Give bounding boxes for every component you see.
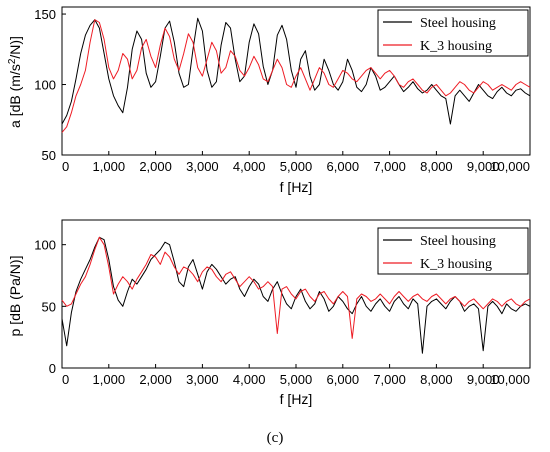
acceleration-legend-steel-label: Steel housing	[420, 16, 496, 31]
pressure-x-tick-label: 9,000	[467, 372, 500, 387]
acceleration-x-axis-label: f [Hz]	[280, 179, 313, 195]
acceleration-legend-k3-label: K_3 housing	[420, 39, 492, 54]
pressure-x-tick-label: 5,000	[280, 372, 313, 387]
acceleration-x-tick-label: 5,000	[280, 159, 313, 174]
acceleration-x-tick-label: 9,000	[467, 159, 500, 174]
acceleration-series-k3-line	[61, 19, 531, 133]
pressure-ticks-group: 0 1,000 2,000 3,000 4,000 5,000 6,000 7,000 8,00…	[34, 238, 531, 387]
acceleration-x-tick-label: 7,000	[373, 159, 406, 174]
pressure-x-tick-label: 3,000	[186, 372, 219, 387]
pressure-y-tick-label: 0	[49, 361, 56, 376]
pressure-x-tick-label: 6,000	[327, 372, 360, 387]
pressure-y-tick-label: 100	[34, 238, 56, 253]
acceleration-x-tick-label: 10,000	[490, 159, 530, 174]
acceleration-ticks-group: 0 1,000 2,000 3,000 4,000 5,000 6,000 7,000 8,00…	[34, 7, 531, 174]
pressure-x-tick-label: 1,000	[93, 372, 126, 387]
acceleration-x-tick-label: 4,000	[233, 159, 266, 174]
pressure-legend-steel-label: Steel housing	[420, 234, 496, 249]
pressure-y-tick-label: 50	[42, 299, 56, 314]
acceleration-x-tick-label: 0	[62, 159, 69, 174]
acceleration-y-axis-label: a [dB (m/s2/N)]	[7, 36, 23, 128]
pressure-x-tick-label: 0	[62, 372, 69, 387]
acceleration-chart: 0 1,000 2,000 3,000 4,000 5,000 6,000 7,000 8,00…	[7, 6, 531, 195]
pressure-legend: Steel housing K_3 housing	[377, 227, 529, 275]
acceleration-y-tick-label: 50	[42, 148, 56, 163]
acceleration-legend-box	[377, 9, 529, 57]
pressure-legend-k3-label: K_3 housing	[420, 257, 492, 272]
pressure-x-axis-label: f [Hz]	[280, 391, 313, 407]
acceleration-x-tick-label: 1,000	[93, 159, 126, 174]
acceleration-x-tick-label: 3,000	[186, 159, 219, 174]
pressure-x-tick-label: 8,000	[420, 372, 453, 387]
pressure-x-tick-label: 4,000	[233, 372, 266, 387]
pressure-series-k3-line	[61, 236, 531, 339]
acceleration-x-tick-label: 6,000	[327, 159, 360, 174]
pressure-series-group	[61, 236, 531, 354]
pressure-chart: 0 1,000 2,000 3,000 4,000 5,000 6,000 7,000 8,00…	[7, 219, 531, 407]
pressure-y-axis-label: p [dB (Pa/N)]	[7, 256, 23, 337]
acceleration-legend: Steel housing K_3 housing	[377, 9, 529, 57]
acceleration-series-group	[61, 17, 531, 133]
pressure-x-tick-label: 10,000	[490, 372, 530, 387]
pressure-x-tick-label: 7,000	[373, 372, 406, 387]
acceleration-series-steel-line	[61, 17, 531, 125]
acceleration-y-tick-label: 150	[34, 7, 56, 22]
acceleration-x-tick-label: 8,000	[420, 159, 453, 174]
figure-caption-label: (c)	[267, 430, 284, 446]
pressure-series-steel-line	[61, 236, 531, 354]
acceleration-y-tick-label: 100	[34, 78, 56, 93]
pressure-x-tick-label: 2,000	[139, 372, 172, 387]
pressure-legend-box	[377, 227, 529, 275]
acceleration-x-tick-label: 2,000	[139, 159, 172, 174]
